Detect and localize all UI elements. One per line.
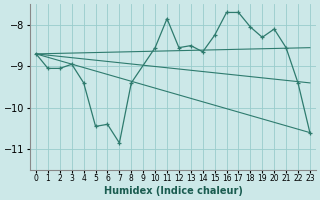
X-axis label: Humidex (Indice chaleur): Humidex (Indice chaleur) (104, 186, 243, 196)
